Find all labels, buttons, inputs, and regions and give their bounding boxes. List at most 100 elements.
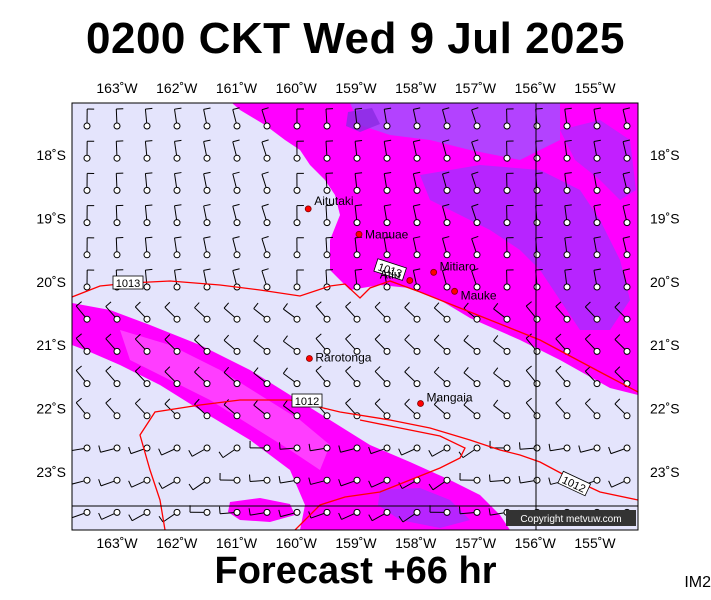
isobar-1013 <box>72 280 638 393</box>
wind-barb <box>493 367 511 388</box>
wind-barb <box>338 444 361 453</box>
wind-barb <box>188 476 211 491</box>
wind-barb <box>471 171 481 194</box>
longitude-labels: 163˚W 163˚W 162˚W 162˚W 161˚W 161˚W 160˚W 160˚W… <box>96 80 616 551</box>
wind-barb <box>323 108 334 130</box>
lat-label-right: 20˚S <box>650 274 680 290</box>
wind-barb <box>442 203 451 227</box>
wind-barb <box>194 302 211 323</box>
wind-barb <box>555 398 571 420</box>
wind-barb <box>158 476 181 489</box>
place-marker-mauke <box>451 287 458 295</box>
wind-barb <box>173 139 182 162</box>
wind-barb <box>614 334 631 355</box>
wind-barb <box>459 506 481 516</box>
wind-barb <box>173 172 182 194</box>
wind-barb <box>75 397 91 420</box>
wind-barb <box>203 204 211 227</box>
wind-barb <box>503 269 514 291</box>
wind-barb <box>194 334 211 355</box>
lat-label-left: 19˚S <box>36 210 66 226</box>
wind-barb <box>584 301 601 323</box>
copyright-box: Copyright metvuw.com <box>506 510 636 526</box>
wind-barb <box>593 171 601 194</box>
wind-barb <box>412 139 421 162</box>
wind-barb <box>412 107 421 130</box>
wind-barb <box>503 237 514 259</box>
wind-barb <box>253 335 271 355</box>
wind-barb <box>622 139 631 162</box>
place-marker-mitiaro <box>430 268 438 276</box>
wind-barb <box>353 172 363 194</box>
lon-label-top: 161˚W <box>216 80 258 96</box>
wind-barb <box>463 367 481 388</box>
wind-barb <box>614 301 631 323</box>
wind-barb <box>374 398 391 420</box>
wind-barb <box>219 506 241 516</box>
wind-barb <box>203 107 211 130</box>
wind-barb <box>404 334 421 355</box>
wind-barb <box>279 442 301 452</box>
isobar-label: 1012 <box>291 393 323 408</box>
wind-barb <box>75 365 91 388</box>
wind-barb <box>323 204 334 227</box>
wind-barb <box>428 476 451 491</box>
wind-barb <box>293 140 304 162</box>
wind-barb <box>203 236 211 259</box>
wind-barb <box>105 333 121 355</box>
wind-barb <box>261 139 271 162</box>
wind-barb <box>374 333 391 355</box>
wind-barb <box>593 139 601 162</box>
wind-barb <box>232 236 241 259</box>
wind-barb <box>113 108 124 130</box>
wind-barb <box>83 140 95 162</box>
wind-barb <box>134 333 151 355</box>
wind-barb <box>113 172 124 194</box>
place-marker-mangaia <box>417 400 424 407</box>
wind-barb <box>72 476 91 485</box>
rain-light-interior <box>120 330 330 470</box>
lon-label-bottom: 156˚W <box>515 535 557 551</box>
wind-barb <box>293 237 304 259</box>
wind-barb <box>293 172 304 194</box>
copyright-text: Copyright metvuw.com <box>520 514 621 525</box>
place-label-manuae: Manuae <box>365 227 409 241</box>
wind-barb <box>164 366 181 388</box>
wind-barb <box>194 366 211 388</box>
wind-barb <box>323 140 334 162</box>
wind-barb <box>105 398 121 420</box>
wind-barb <box>493 302 511 323</box>
lat-label-right: 19˚S <box>650 210 680 226</box>
wind-barb <box>412 204 421 227</box>
wind-barb <box>353 204 363 227</box>
wind-barb <box>353 268 363 291</box>
wind-barb <box>433 366 451 388</box>
wind-barb <box>412 171 421 194</box>
wind-barb <box>622 203 631 227</box>
wind-barb <box>433 302 451 323</box>
wind-barb <box>134 301 151 323</box>
lat-label-right: 21˚S <box>650 337 680 353</box>
forecast-label: Forecast +66 hr <box>214 550 497 592</box>
lon-label-top: 155˚W <box>574 80 616 96</box>
place-label-rarotonga: Rarotonga <box>315 351 371 365</box>
wind-barb <box>493 399 511 420</box>
wind-barb <box>398 444 421 456</box>
isobars <box>72 280 638 530</box>
wind-barb <box>353 107 363 130</box>
wind-barb <box>188 444 211 457</box>
wind-barb <box>374 366 391 388</box>
place-marker-atiu <box>406 277 414 284</box>
wind-barb <box>293 269 304 291</box>
wind-barb <box>614 366 631 388</box>
lon-label-bottom: 161˚W <box>216 535 258 551</box>
wind-barb <box>368 444 391 455</box>
wind-barb <box>98 508 121 520</box>
rain-heavy-patch-1 <box>350 103 560 160</box>
wind-barb <box>404 398 421 420</box>
page-title: 0200 CKT Wed 9 Jul 2025 <box>86 14 625 63</box>
wind-barb <box>383 171 392 194</box>
wind-barb <box>261 268 271 291</box>
wind-barb <box>83 172 95 194</box>
